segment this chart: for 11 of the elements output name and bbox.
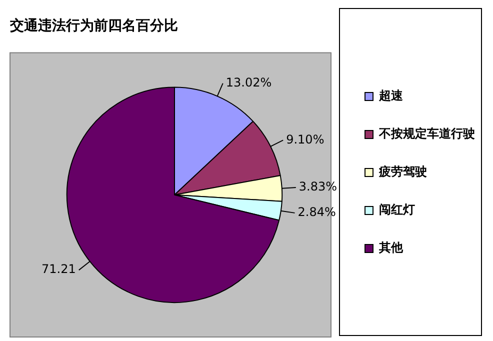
data-label: 3.83% <box>298 180 338 194</box>
legend-label: 不按规定车道行驶 <box>378 126 475 141</box>
text: 交通违法行为前四名百分比 <box>9 17 178 34</box>
legend-label: 闯红灯 <box>379 202 415 217</box>
data-label: 2.84% <box>298 205 336 220</box>
legend-label: 其他 <box>378 240 404 255</box>
data-label: 13.02% <box>226 75 272 90</box>
legend-label: 疲劳驾驶 <box>378 164 427 179</box>
legend-label: 超速 <box>378 88 404 103</box>
data-label: 9.10% <box>286 132 324 146</box>
data-label: 71.21 <box>42 262 76 276</box>
